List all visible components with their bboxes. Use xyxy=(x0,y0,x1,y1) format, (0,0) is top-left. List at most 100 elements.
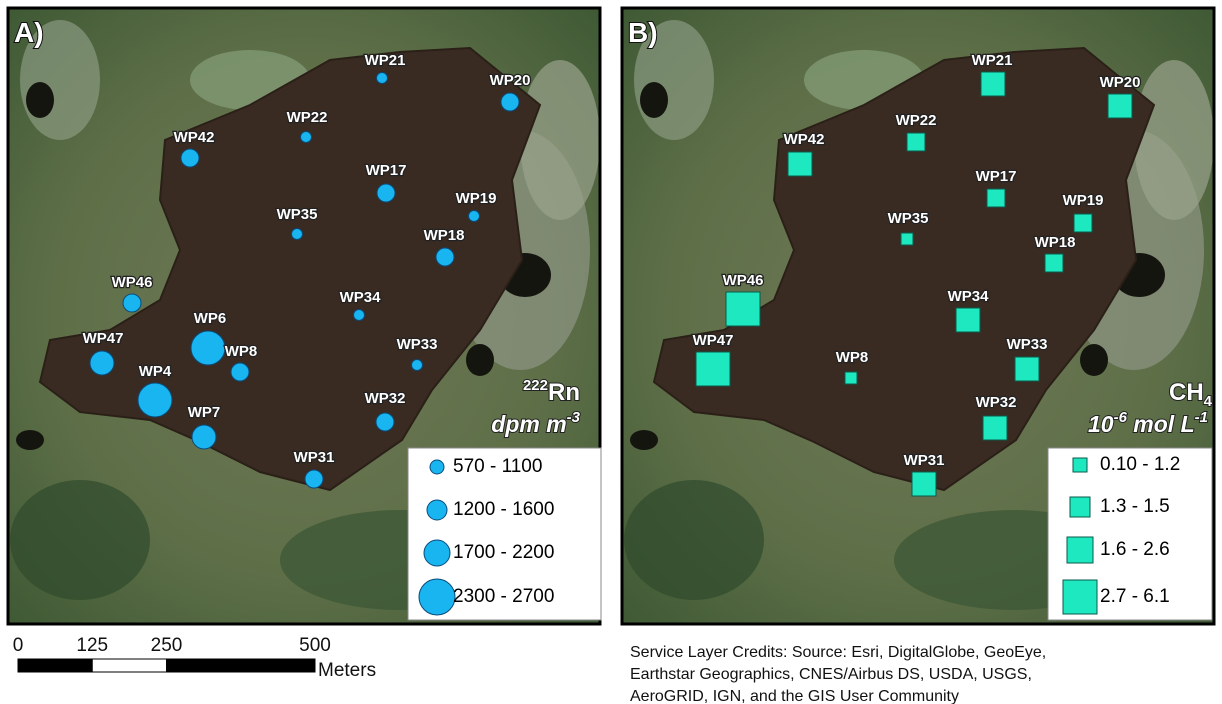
site-marker xyxy=(469,211,480,222)
scale-tick-label: 250 xyxy=(151,635,183,656)
scale-tick-label: 500 xyxy=(299,635,331,656)
page: {"panels": [ {"label": "A)", "sites": ["… xyxy=(0,0,1222,704)
site-marker xyxy=(231,363,249,381)
unit-exponent: -1 xyxy=(1195,409,1208,426)
units: dpm m xyxy=(491,411,566,437)
site-marker xyxy=(90,351,114,375)
legend-label: 1.6 - 2.6 xyxy=(1100,539,1170,560)
figure: A)WP21WP20WP22WP42WP17WP19WP35WP18WP46WP… xyxy=(0,0,1222,704)
legend-symbol xyxy=(1073,458,1087,472)
site-label: WP31 xyxy=(904,452,945,469)
credits-line: Service Layer Credits: Source: Esri, Dig… xyxy=(630,644,1046,661)
site-label: WP47 xyxy=(83,330,124,347)
unit-exponent: -3 xyxy=(567,409,581,426)
legend-label: 1700 - 2200 xyxy=(453,542,554,563)
site-marker xyxy=(181,149,199,167)
scale-segment xyxy=(92,659,166,672)
scale-segment xyxy=(18,659,92,672)
pond xyxy=(26,82,54,118)
site-label: WP42 xyxy=(174,129,215,146)
credits-line: AeroGRID, IGN, and the GIS User Communit… xyxy=(630,688,959,704)
site-label: WP4 xyxy=(139,363,172,380)
legend-label: 2.7 - 6.1 xyxy=(1100,586,1170,607)
site-label: WP32 xyxy=(365,390,406,407)
site-marker xyxy=(1074,214,1092,232)
site-label: WP18 xyxy=(1035,234,1076,251)
legend-label: 0.10 - 1.2 xyxy=(1100,454,1180,475)
scale-tick-label: 125 xyxy=(76,635,108,656)
legend-symbol xyxy=(419,579,455,615)
site-label: WP42 xyxy=(784,131,825,148)
site-marker xyxy=(292,229,303,240)
site-label: WP18 xyxy=(424,227,465,244)
site-marker xyxy=(301,132,312,143)
legend-label: 1.3 - 1.5 xyxy=(1100,496,1170,517)
site-marker xyxy=(987,189,1005,207)
site-label: WP20 xyxy=(1100,74,1141,91)
panel-label: B) xyxy=(628,17,658,48)
pond xyxy=(1080,344,1108,376)
site-label: WP17 xyxy=(976,168,1017,185)
legend-symbol xyxy=(427,500,447,520)
pond xyxy=(640,82,668,118)
site-marker xyxy=(1015,357,1039,381)
site-label: WP20 xyxy=(490,72,531,89)
site-marker xyxy=(912,472,936,496)
site-marker xyxy=(191,331,225,365)
pond xyxy=(16,430,44,450)
site-marker xyxy=(123,294,141,312)
credits-line: Earthstar Geographics, CNES/Airbus DS, U… xyxy=(630,666,1032,683)
site-label: WP7 xyxy=(188,404,221,421)
site-label: WP17 xyxy=(366,162,407,179)
site-label: WP34 xyxy=(340,289,382,306)
site-marker xyxy=(788,152,812,176)
site-marker xyxy=(1108,94,1132,118)
site-marker xyxy=(501,93,519,111)
pond xyxy=(630,430,658,450)
legend-symbol xyxy=(430,460,444,474)
site-label: WP34 xyxy=(948,288,990,305)
element: Rn xyxy=(548,379,580,406)
site-marker xyxy=(376,413,394,431)
legend-label: 2300 - 2700 xyxy=(453,586,554,607)
element: CH xyxy=(1169,379,1204,406)
legend-label: 570 - 1100 xyxy=(453,456,542,477)
site-label: WP47 xyxy=(693,332,734,349)
site-marker xyxy=(956,308,980,332)
site-marker xyxy=(907,133,925,151)
base: 10 xyxy=(1088,411,1114,437)
legend-symbol xyxy=(424,540,450,566)
map-panel: B)WP21WP20WP42WP22WP17WP19WP35WP18WP46WP… xyxy=(622,8,1214,624)
legend-label: 1200 - 1600 xyxy=(453,499,554,520)
site-label: WP35 xyxy=(888,210,929,227)
site-marker xyxy=(901,233,913,245)
site-marker xyxy=(845,372,857,384)
site-marker xyxy=(192,425,216,449)
scale-unit: Meters xyxy=(318,660,376,681)
site-marker xyxy=(412,360,423,371)
site-label: WP8 xyxy=(225,343,258,360)
subscript: 4 xyxy=(1204,393,1213,410)
legend-symbol xyxy=(1067,537,1093,563)
base-exponent: -6 xyxy=(1114,409,1128,426)
site-label: WP32 xyxy=(976,394,1017,411)
site-label: WP19 xyxy=(456,190,497,207)
units: mol L xyxy=(1127,411,1195,437)
pond xyxy=(466,344,494,376)
site-marker xyxy=(726,292,760,326)
site-label: WP46 xyxy=(112,274,153,291)
site-label: WP46 xyxy=(723,272,764,289)
site-marker xyxy=(354,310,365,321)
map-panel: A)WP21WP20WP22WP42WP17WP19WP35WP18WP46WP… xyxy=(8,8,601,624)
legend-symbol xyxy=(1070,497,1090,517)
scale-tick-label: 0 xyxy=(13,635,24,656)
terrain xyxy=(520,60,600,220)
legend-symbol xyxy=(1063,580,1097,614)
panel-label: A) xyxy=(14,17,44,48)
site-label: WP6 xyxy=(194,310,227,327)
site-marker xyxy=(138,383,172,417)
site-label: WP21 xyxy=(972,52,1013,69)
legend-units: 10-6 mol L-1 xyxy=(1088,409,1208,437)
site-marker xyxy=(1045,254,1063,272)
scale-segment xyxy=(167,659,316,672)
